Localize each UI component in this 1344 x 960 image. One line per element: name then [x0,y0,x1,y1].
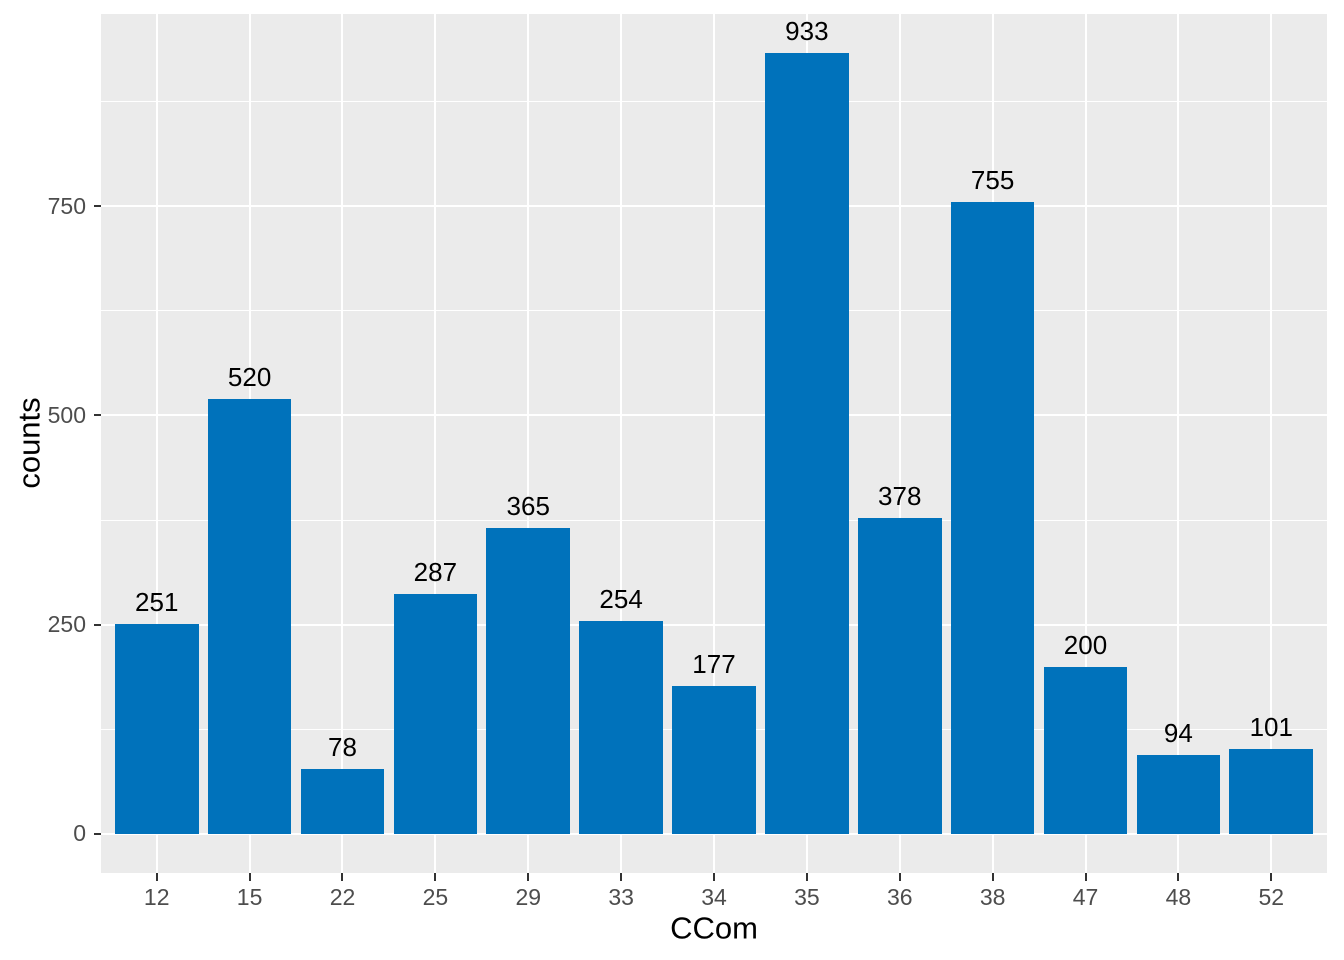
y-tick-label: 250 [47,611,86,638]
bar-value-label: 94 [1163,718,1193,749]
x-tick-label: 38 [979,884,1006,910]
bar [857,517,942,834]
bar-value-label: 365 [506,491,550,522]
x-tick-mark [248,873,251,881]
bar [114,623,199,834]
y-tick-mark [94,205,101,208]
bar [1043,666,1128,834]
x-tick-mark [341,873,344,881]
x-tick-mark [1177,873,1180,881]
x-tick-mark [991,873,994,881]
bar [579,621,663,834]
x-tick-label: 47 [1072,884,1099,910]
y-tick-label: 0 [73,820,86,847]
plot-panel: 251 520 78 287 365 254 177 933 378 755 200 94 101 [101,14,1327,873]
major-gridline-vertical [155,14,158,873]
bar [1229,749,1314,834]
x-tick-label: 29 [515,884,542,910]
major-gridline-vertical [1270,14,1273,873]
major-gridline-vertical [713,14,715,873]
bar-value-label: 755 [970,165,1015,196]
bar-value-label: 78 [328,731,357,762]
x-tick-label: 34 [701,884,727,910]
bar [486,528,571,834]
x-tick-mark [713,873,715,881]
major-gridline-vertical [527,14,530,873]
bar [765,53,849,834]
major-gridline-vertical [898,14,901,873]
bar-value-label: 254 [599,584,643,615]
x-tick-label: 35 [794,884,820,910]
bar [300,768,385,834]
y-tick-mark [94,832,101,835]
major-gridline-vertical [1084,14,1087,873]
bar-value-label: 287 [413,556,458,587]
x-tick-label: 15 [236,884,263,910]
bar [207,398,292,834]
bar-value-label: 200 [1063,629,1108,660]
bar [950,202,1035,834]
x-tick-mark [898,873,901,881]
x-tick-mark [527,873,530,881]
y-tick-label: 500 [47,401,86,428]
x-tick-label: 25 [422,884,449,910]
x-tick-label: 12 [143,884,170,910]
bar [672,685,756,834]
y-tick-mark [94,623,101,626]
x-tick-label: 52 [1258,884,1285,910]
x-tick-mark [1084,873,1087,881]
x-tick-mark [805,873,808,881]
x-tick-label: 22 [329,884,356,910]
major-gridline-vertical [620,14,623,873]
x-tick-label: 48 [1165,884,1192,910]
bar-value-label: 933 [785,16,829,47]
major-gridline-vertical [341,14,344,873]
x-tick-mark [1270,873,1273,881]
y-tick-label: 750 [47,192,86,219]
bar-value-label: 177 [692,648,736,679]
x-axis-title: CCom [670,910,758,946]
bar [1136,755,1221,834]
x-tick-label: 36 [886,884,913,910]
y-tick-mark [94,414,101,417]
x-tick-label: 33 [608,884,634,910]
bar-value-label: 251 [135,586,179,617]
bar [393,593,478,834]
bar-value-label: 520 [227,361,272,392]
x-tick-mark [620,873,623,881]
bar-value-label: 378 [878,480,922,511]
x-tick-mark [155,873,158,881]
bar-value-label: 101 [1249,712,1293,743]
major-gridline-vertical [1177,14,1180,873]
x-tick-mark [434,873,437,881]
major-gridline-vertical [434,14,437,873]
